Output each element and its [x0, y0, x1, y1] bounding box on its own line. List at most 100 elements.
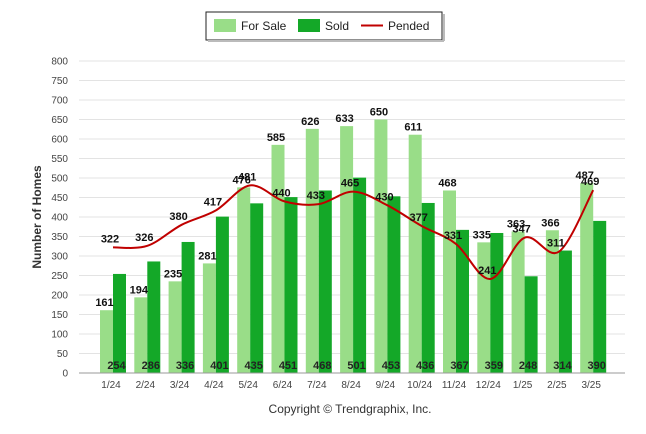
- sold-value-label: 436: [416, 360, 434, 372]
- bar-for-sale: [202, 263, 216, 373]
- bar-for-sale: [340, 126, 354, 373]
- pended-value-label: 440: [272, 187, 290, 199]
- y-tick-label: 300: [51, 252, 68, 263]
- x-tick-label: 11/24: [442, 380, 467, 391]
- bar-for-sale: [511, 231, 525, 373]
- y-tick-label: 400: [51, 213, 68, 224]
- pended-value-label: 241: [478, 265, 496, 277]
- sold-value-label: 468: [313, 360, 331, 372]
- for-sale-value-label: 585: [267, 132, 285, 144]
- pended-line: [112, 184, 595, 281]
- sold-value-label: 248: [519, 360, 537, 372]
- for-sale-value-label: 335: [473, 229, 491, 241]
- x-tick-label: 4/24: [204, 380, 224, 391]
- sold-value-label: 453: [382, 360, 400, 372]
- bar-sold: [284, 197, 298, 373]
- bar-for-sale: [134, 297, 148, 373]
- x-tick-label: 2/24: [136, 380, 156, 391]
- bar-sold: [558, 250, 572, 373]
- legend-label-for-sale: For Sale: [241, 19, 287, 33]
- bar-sold: [353, 177, 367, 373]
- bar-for-sale: [305, 128, 319, 373]
- pended-value-label: 331: [444, 230, 462, 242]
- sold-value-label: 401: [210, 360, 228, 372]
- sold-value-label: 435: [245, 360, 263, 372]
- bars: [100, 119, 607, 373]
- bar-sold: [387, 196, 401, 373]
- x-tick-label: 3/24: [170, 380, 190, 391]
- for-sale-value-label: 487: [576, 170, 594, 182]
- bar-for-sale: [545, 230, 559, 373]
- bar-for-sale: [477, 242, 491, 373]
- pended-value-label: 377: [410, 212, 428, 224]
- for-sale-value-label: 468: [438, 177, 456, 189]
- bar-for-sale: [580, 183, 594, 373]
- y-tick-label: 200: [51, 291, 68, 302]
- sold-value-label: 390: [588, 360, 606, 372]
- x-tick-label: 1/24: [101, 380, 121, 391]
- sold-value-label: 286: [142, 360, 160, 372]
- for-sale-value-label: 235: [164, 268, 182, 280]
- y-axis-ticks: 0 50 100 150 200 250 300 350 400 450 500 550 600 650 7…: [51, 57, 68, 380]
- x-axis-ticks: 1/24 2/24 3/24 4/24 5/24 6/24 7/24 8/24 9/24 10/2…: [101, 380, 601, 391]
- for-sale-value-label: 194: [130, 284, 149, 296]
- for-sale-value-label: 611: [404, 122, 422, 134]
- bar-sold: [181, 241, 195, 373]
- legend-swatch-sold: [298, 19, 320, 32]
- legend-swatch-for-sale: [214, 19, 236, 32]
- pended-value-label: 417: [204, 196, 222, 208]
- bar-for-sale: [237, 187, 251, 373]
- y-tick-label: 750: [51, 76, 68, 87]
- y-tick-label: 800: [51, 57, 68, 68]
- pended-value-label: 380: [169, 211, 187, 223]
- y-tick-label: 550: [51, 154, 68, 165]
- for-sale-value-label: 476: [233, 174, 251, 186]
- sold-value-label: 314: [553, 360, 572, 372]
- y-tick-label: 0: [62, 369, 68, 380]
- for-sale-value-label: 633: [335, 113, 353, 125]
- y-tick-label: 700: [51, 96, 68, 107]
- pended-series-line: [112, 184, 595, 281]
- pended-value-label: 322: [101, 233, 119, 245]
- bar-sold: [147, 261, 161, 373]
- x-tick-label: 2/25: [547, 380, 567, 391]
- legend-label-sold: Sold: [325, 19, 349, 33]
- y-tick-label: 100: [51, 330, 68, 341]
- bar-sold: [593, 220, 607, 373]
- y-tick-label: 600: [51, 135, 68, 146]
- bar-for-sale: [443, 190, 456, 373]
- for-sale-value-label: 366: [541, 217, 559, 229]
- for-sale-value-label: 650: [370, 107, 388, 119]
- bar-for-sale: [271, 144, 285, 373]
- for-sale-value-label: 281: [198, 250, 216, 262]
- x-tick-label: 9/24: [376, 380, 396, 391]
- bar-for-sale: [100, 310, 113, 373]
- x-tick-label: 3/25: [581, 380, 601, 391]
- bar-sold: [456, 229, 469, 373]
- legend-label-pended: Pended: [388, 19, 429, 33]
- y-tick-label: 50: [57, 349, 69, 360]
- pended-value-label: 430: [375, 191, 393, 203]
- sold-value-label: 254: [107, 360, 126, 372]
- for-sale-value-label: 161: [95, 297, 113, 309]
- copyright-footer: Copyright © Trendgraphix, Inc.: [269, 402, 432, 416]
- x-tick-label: 10/24: [407, 380, 432, 391]
- for-sale-value-label: 626: [301, 116, 319, 128]
- pended-value-label: 326: [135, 232, 153, 244]
- y-tick-label: 250: [51, 271, 68, 282]
- sold-value-label: 336: [176, 360, 194, 372]
- sold-value-label: 501: [347, 360, 365, 372]
- for-sale-value-label: 363: [507, 218, 525, 230]
- bar-sold: [490, 232, 504, 373]
- x-tick-label: 7/24: [307, 380, 327, 391]
- y-tick-label: 500: [51, 174, 68, 185]
- legend-box: [205, 11, 443, 41]
- pended-value-label: 347: [512, 224, 530, 236]
- bar-sold: [421, 202, 435, 373]
- sold-value-label: 359: [485, 360, 503, 372]
- x-tick-label: 8/24: [341, 380, 361, 391]
- sold-value-label: 451: [279, 360, 297, 372]
- bar-for-sale: [408, 134, 422, 373]
